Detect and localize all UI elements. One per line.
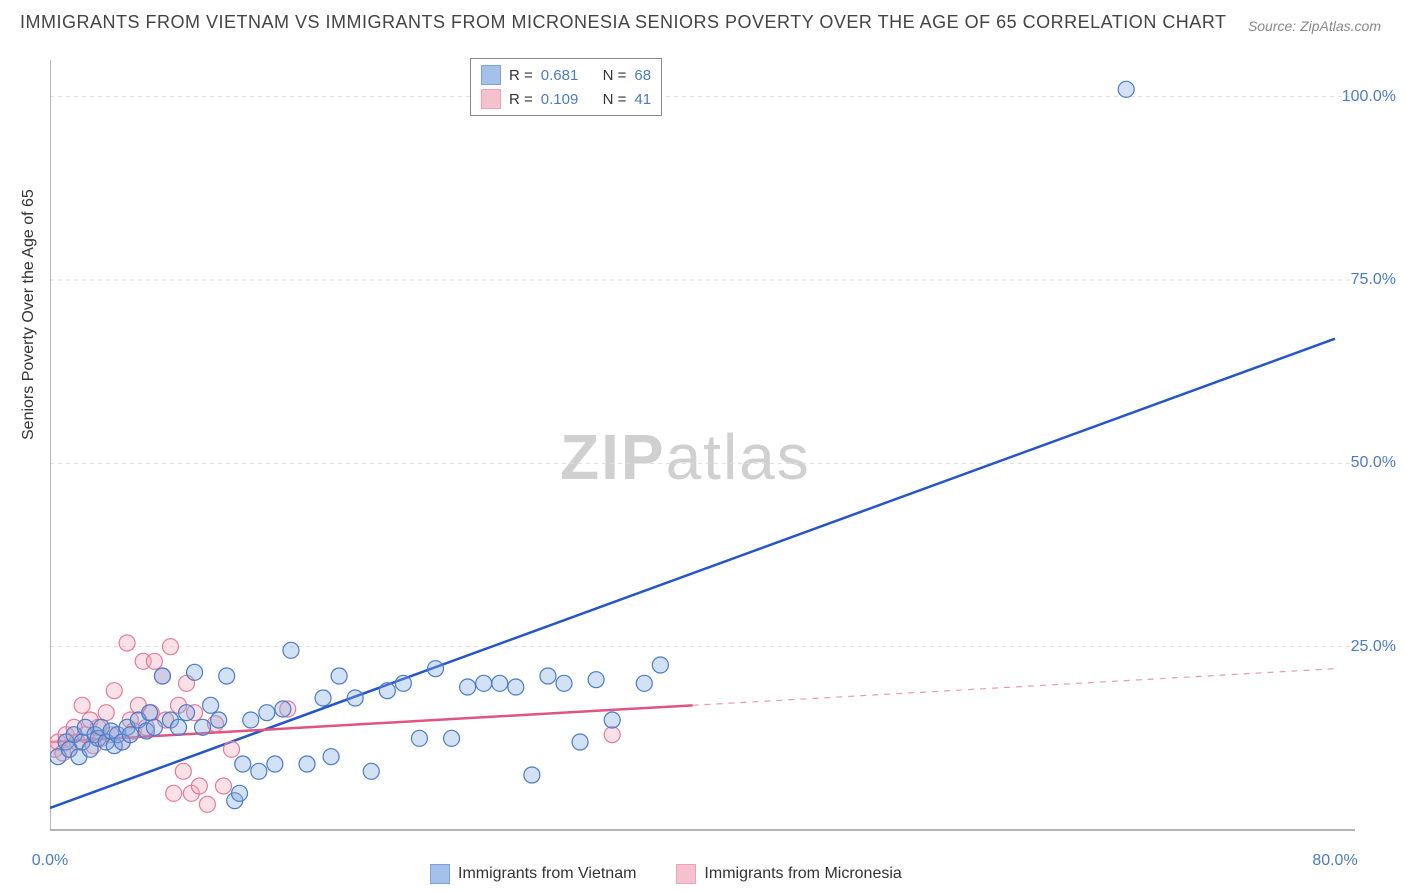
legend-series: Immigrants from Vietnam Immigrants from … [430, 864, 902, 884]
legend-series-label: Immigrants from Vietnam [458, 865, 636, 883]
source-label: Source: ZipAtlas.com [1248, 18, 1381, 34]
legend-swatch [430, 864, 450, 884]
legend-stat-row: R = 0.681 N = 68 [481, 63, 651, 87]
x-tick-label: 80.0% [1312, 852, 1357, 870]
legend-series-label: Immigrants from Micronesia [704, 865, 901, 883]
legend-stats: R = 0.681 N = 68 R = 0.109 N = 41 [470, 58, 662, 116]
y-tick-label: 75.0% [1351, 271, 1396, 289]
scatter-chart [50, 50, 1360, 840]
y-tick-label: 25.0% [1351, 638, 1396, 656]
x-tick-label: 0.0% [32, 852, 68, 870]
chart-title: IMMIGRANTS FROM VIETNAM VS IMMIGRANTS FR… [20, 12, 1227, 33]
n-value: 41 [634, 91, 651, 108]
n-label: N = [603, 67, 627, 84]
legend-series-item: Immigrants from Vietnam [430, 864, 636, 884]
r-value: 0.681 [541, 67, 579, 84]
n-value: 68 [634, 67, 651, 84]
legend-swatch [676, 864, 696, 884]
r-label: R = [509, 91, 533, 108]
y-axis-label: Seniors Poverty Over the Age of 65 [20, 189, 38, 440]
r-label: R = [509, 67, 533, 84]
legend-stat-row: R = 0.109 N = 41 [481, 87, 651, 111]
r-value: 0.109 [541, 91, 579, 108]
legend-swatch [481, 65, 501, 85]
chart-area [50, 50, 1360, 840]
y-tick-label: 50.0% [1351, 454, 1396, 472]
y-tick-label: 100.0% [1342, 88, 1396, 106]
legend-swatch [481, 89, 501, 109]
legend-series-item: Immigrants from Micronesia [676, 864, 901, 884]
n-label: N = [603, 91, 627, 108]
